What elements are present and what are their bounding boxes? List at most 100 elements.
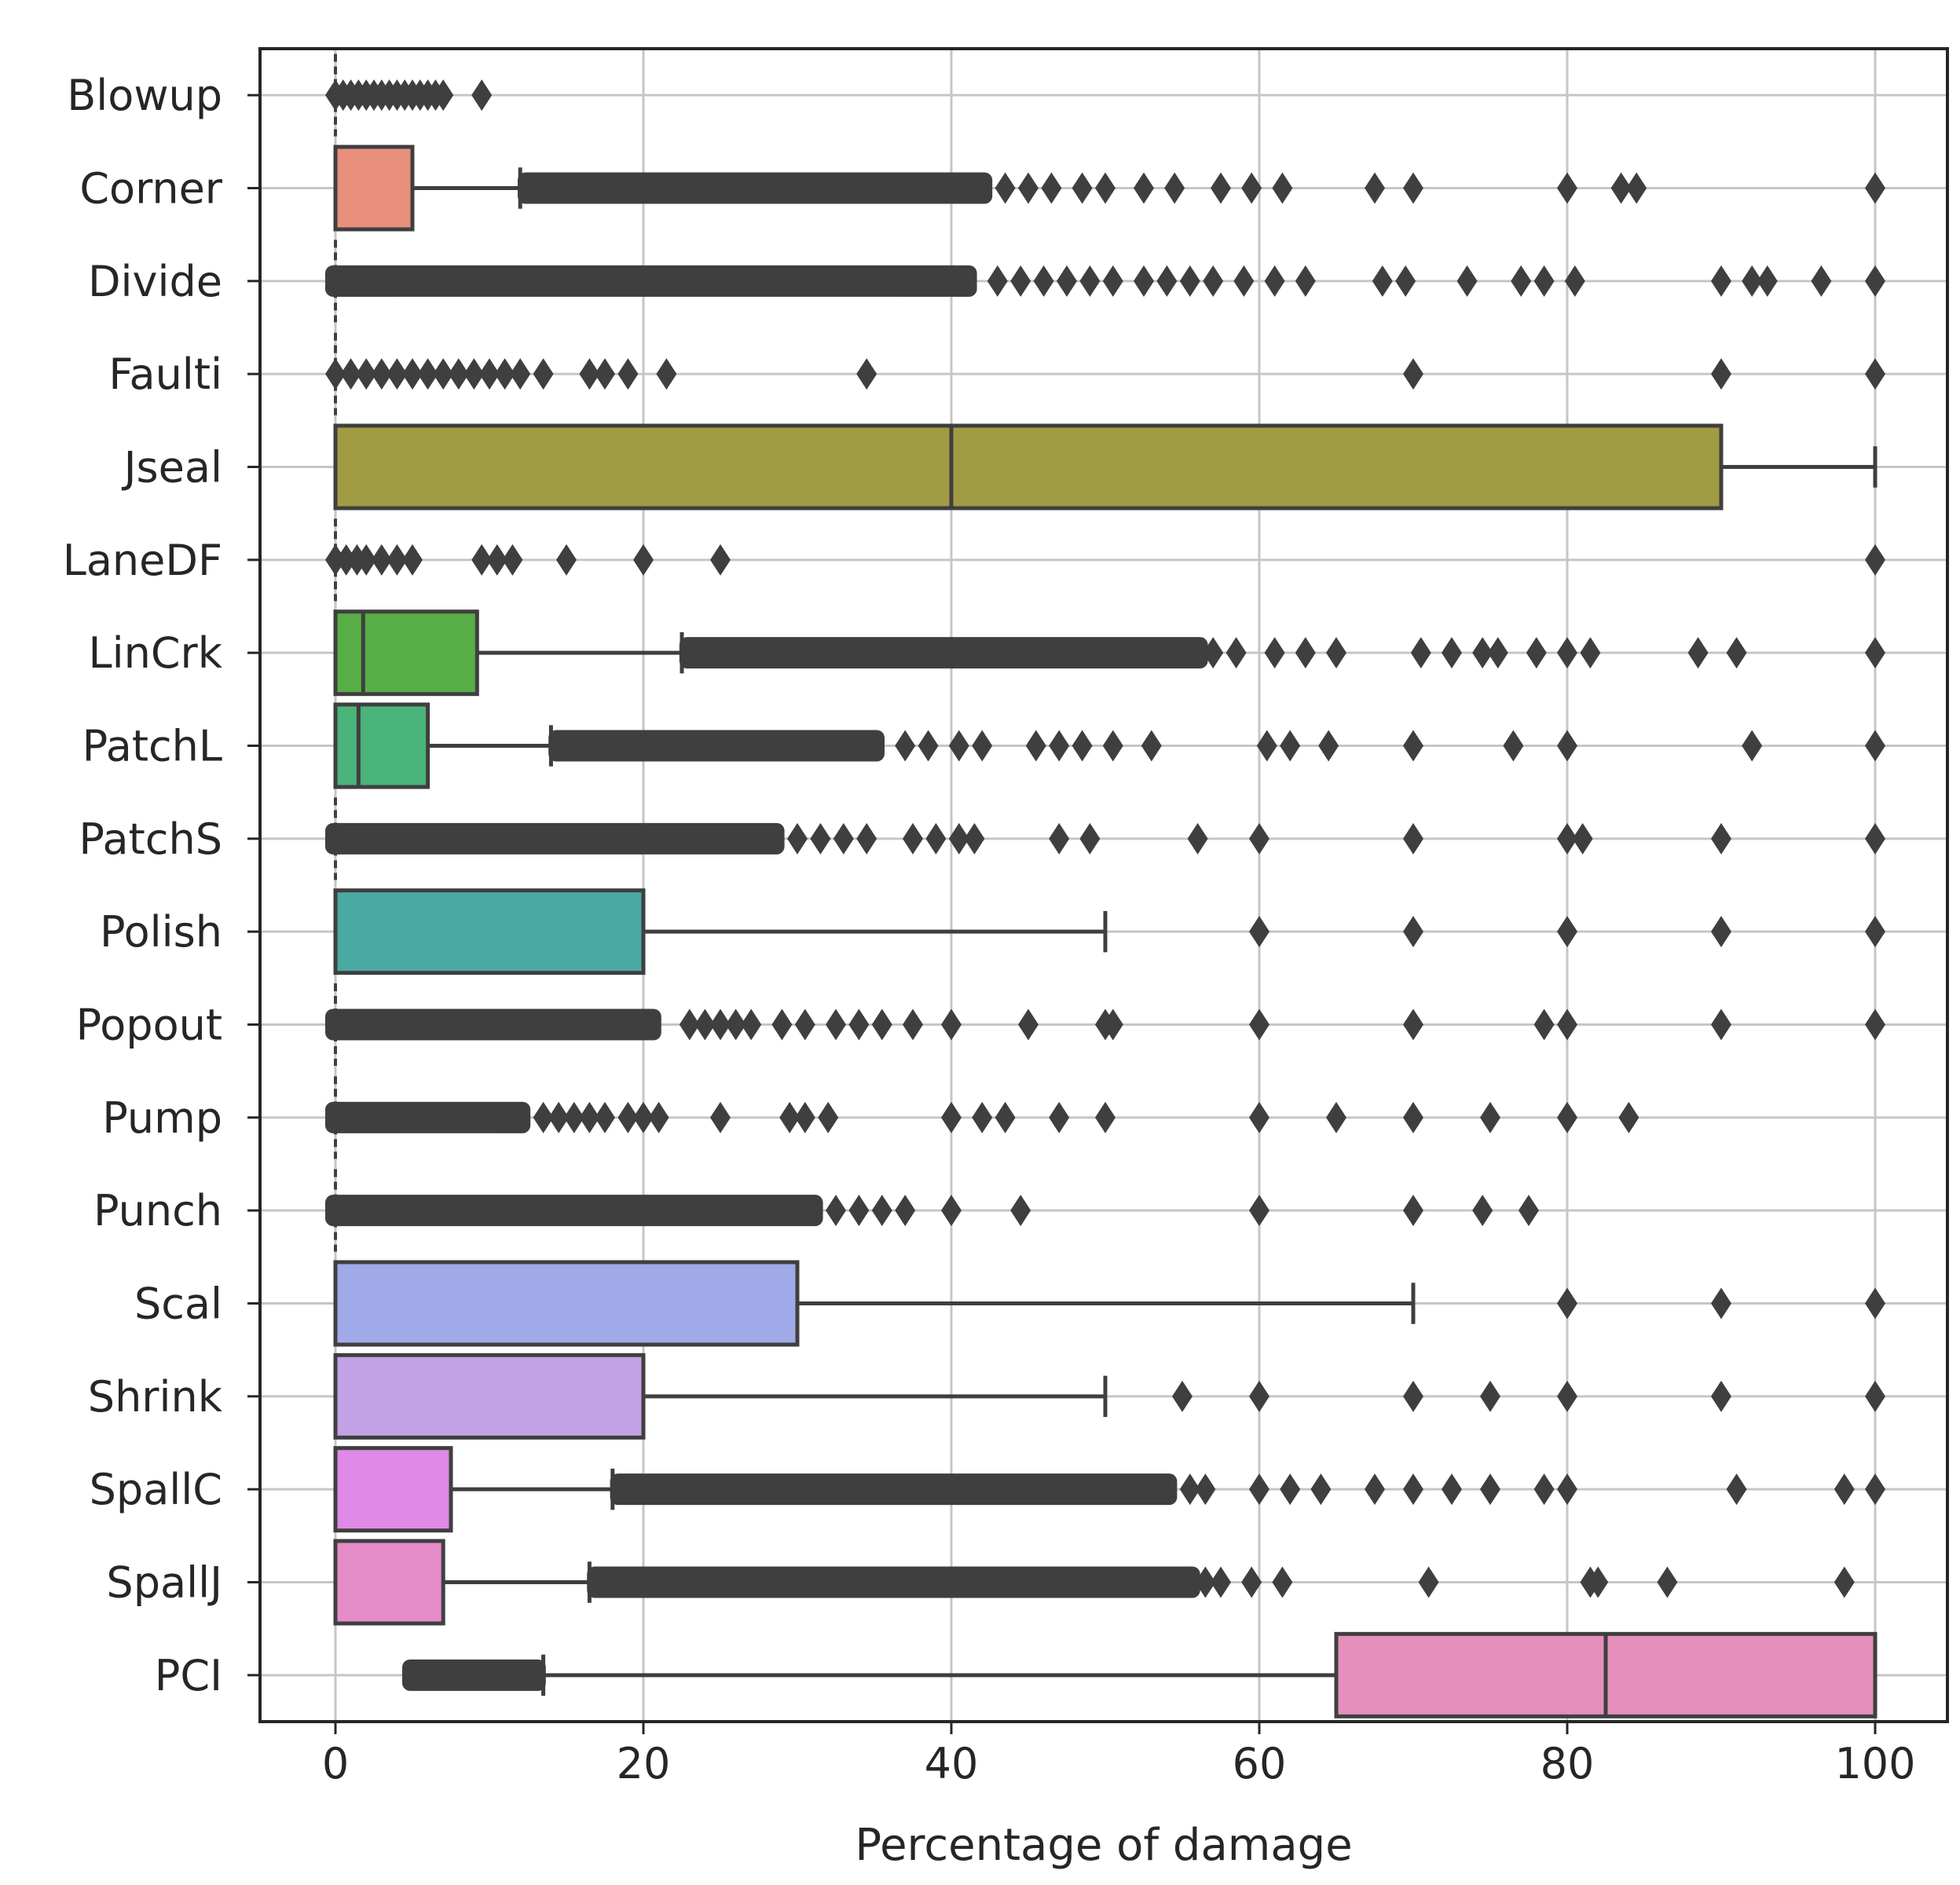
x-axis-label: Percentage of damage <box>855 1820 1352 1871</box>
outlier-point <box>1410 637 1431 669</box>
box-patchs <box>325 797 1885 880</box>
outlier-point <box>1557 822 1577 855</box>
outlier-point <box>1557 1473 1577 1506</box>
outlier-point <box>1256 730 1277 762</box>
outlier-point <box>794 1101 815 1133</box>
box-iqr <box>333 609 479 697</box>
outlier-point <box>1403 1101 1423 1133</box>
outlier-point <box>556 544 577 576</box>
box-pump <box>325 1076 1639 1159</box>
outlier-point <box>502 544 523 576</box>
outlier-point <box>1865 822 1885 855</box>
outlier-point <box>1079 265 1101 297</box>
outlier-point <box>1726 1473 1747 1506</box>
outlier-point <box>1049 730 1070 762</box>
outlier-point <box>1403 822 1423 855</box>
outlier-point <box>1179 265 1200 297</box>
outlier-point <box>1657 1566 1678 1598</box>
outlier-point <box>1172 1380 1192 1412</box>
outlier-point <box>1588 1566 1609 1598</box>
outlier-point <box>1557 637 1577 669</box>
outlier-point <box>340 358 361 390</box>
outlier-point <box>1711 822 1731 855</box>
outlier-point <box>1557 1287 1577 1320</box>
outlier-point <box>903 822 923 855</box>
y-tick-label: SpallC <box>90 1465 222 1514</box>
outlier-point <box>402 358 423 390</box>
outlier-point <box>1326 1101 1346 1133</box>
outlier-point <box>1526 637 1547 669</box>
outlier-point <box>1203 637 1224 669</box>
box-layer <box>325 53 1885 1718</box>
box-lincrk <box>333 609 1885 697</box>
outlier-point <box>387 358 408 390</box>
y-tick-label: Scal <box>134 1279 222 1329</box>
y-tick-label: Polish <box>100 907 222 957</box>
outlier-point <box>1442 1473 1462 1506</box>
outlier-point <box>1211 172 1231 204</box>
outlier-point <box>1249 1101 1269 1133</box>
outlier-point <box>1865 1287 1885 1320</box>
outlier-point <box>356 544 377 576</box>
outlier-point <box>1865 1473 1885 1506</box>
outlier-point <box>1811 265 1832 297</box>
outlier-point <box>1095 1101 1116 1133</box>
outlier-point <box>1557 1008 1577 1041</box>
outlier-point <box>1487 637 1508 669</box>
outlier-point <box>1711 1380 1731 1412</box>
outlier-point <box>1272 172 1293 204</box>
box-blowup <box>325 53 493 137</box>
y-tick-label: Punch <box>93 1186 222 1235</box>
outlier-point <box>1141 730 1162 762</box>
outlier-point <box>1557 916 1577 948</box>
outlier-point <box>1533 265 1555 297</box>
outlier-point <box>402 544 423 576</box>
box-iqr <box>333 423 1724 511</box>
outlier-point <box>533 358 554 390</box>
outlier-point <box>995 172 1016 204</box>
outlier-point <box>1865 358 1885 390</box>
outlier-point <box>779 1101 800 1133</box>
outlier-point <box>1295 637 1316 669</box>
outlier-point <box>1865 637 1885 669</box>
outlier-band <box>325 1101 531 1133</box>
outlier-point <box>471 79 493 112</box>
y-tick-label: Jseal <box>122 443 222 492</box>
outlier-point <box>1711 358 1731 390</box>
outlier-point <box>1134 265 1154 297</box>
outlier-point <box>1480 1101 1500 1133</box>
box-divide <box>325 240 1885 323</box>
outlier-point <box>856 358 877 390</box>
outlier-point <box>1503 730 1524 762</box>
outlier-point <box>1711 916 1731 948</box>
outlier-point <box>1264 265 1285 297</box>
outlier-point <box>1102 265 1123 297</box>
box-popout <box>325 983 1885 1066</box>
outlier-point <box>1018 1008 1039 1041</box>
y-tick-label: LinCrk <box>89 628 223 678</box>
box-spallj <box>333 1539 1855 1626</box>
outlier-point <box>1557 1380 1577 1412</box>
outlier-point <box>1834 1473 1855 1506</box>
outlier-point <box>1249 1380 1269 1412</box>
x-tick-label: 100 <box>1834 1739 1915 1788</box>
box-iqr <box>333 1446 453 1533</box>
y-tick-label: Popout <box>76 1001 222 1050</box>
outlier-point <box>1249 1195 1269 1227</box>
outlier-point <box>1711 1008 1731 1041</box>
y-axis: Blowup Corner Divide Faulti Jseal LaneDF LinCr… <box>63 71 260 1700</box>
outlier-point <box>1195 1566 1216 1598</box>
outlier-point <box>987 265 1008 297</box>
box-polish <box>333 888 1885 975</box>
outlier-point <box>941 1101 962 1133</box>
outlier-band <box>325 1008 661 1041</box>
outlier-point <box>463 358 485 390</box>
outlier-point <box>1865 730 1885 762</box>
outlier-point <box>471 544 493 576</box>
outlier-point <box>1626 172 1647 204</box>
outlier-point <box>1687 637 1709 669</box>
outlier-point <box>1557 730 1577 762</box>
outlier-point <box>1079 822 1101 855</box>
y-tick-label: PatchL <box>82 722 222 771</box>
